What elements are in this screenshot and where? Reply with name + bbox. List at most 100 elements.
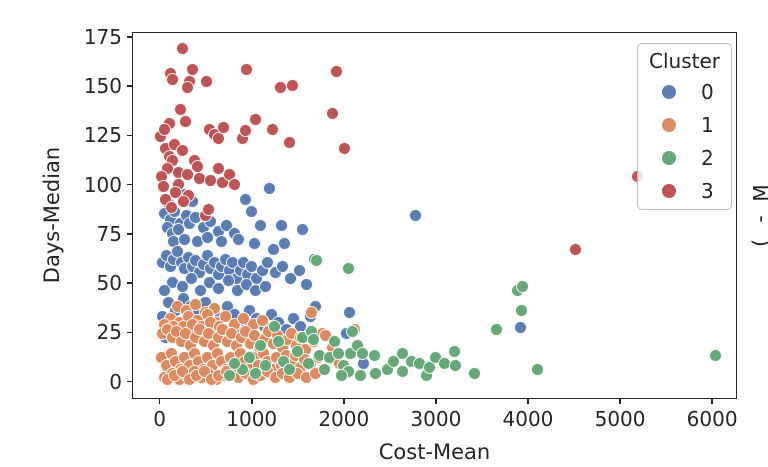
y-tick-label: 175	[83, 24, 122, 49]
legend-label-cluster-3: 3	[701, 178, 714, 203]
scatter-point-cluster-2	[242, 351, 256, 365]
scatter-point-cluster-3	[179, 114, 193, 128]
scatter-point-cluster-3	[265, 122, 279, 136]
scatter-point-cluster-2	[222, 368, 236, 382]
scatter-point-cluster-0	[284, 272, 298, 286]
y-tick-label: 75	[96, 221, 122, 246]
scatter-point-cluster-2	[307, 333, 321, 347]
y-tick	[127, 85, 132, 87]
legend-row-cluster-2: 2	[638, 141, 731, 174]
x-tick-label: 2000	[318, 407, 370, 431]
x-tick	[158, 399, 161, 404]
scatter-point-cluster-3	[157, 179, 171, 193]
legend-row-cluster-1: 1	[638, 108, 731, 141]
y-tick	[127, 380, 132, 383]
scatter-point-cluster-0	[277, 236, 291, 250]
y-tick-label: 100	[83, 172, 122, 197]
scatter-point-cluster-3	[173, 102, 187, 116]
scatter-point-cluster-3	[238, 124, 252, 138]
legend-label-cluster-2: 2	[701, 145, 714, 170]
scatter-point-cluster-2	[318, 362, 332, 376]
scatter-point-cluster-3	[191, 159, 205, 173]
legend: Cluster 0 1 2 3	[637, 43, 732, 210]
scatter-point-cluster-0	[184, 272, 198, 286]
x-tick	[527, 399, 529, 404]
scatter-point-cluster-2	[272, 335, 286, 349]
scatter-point-cluster-3	[175, 144, 189, 158]
x-tick	[711, 399, 713, 404]
scatter-point-cluster-3	[181, 81, 195, 95]
x-tick-label: 1000	[226, 407, 278, 431]
adjacent-plot-label-fragment: M	[749, 184, 768, 201]
scatter-point-cluster-3	[329, 65, 343, 79]
scatter-point-cluster-2	[253, 339, 267, 353]
scatter-point-cluster-0	[263, 181, 277, 195]
scatter-point-cluster-3	[325, 106, 339, 120]
scatter-point-cluster-0	[292, 264, 306, 278]
y-tick-label: 50	[96, 271, 122, 296]
y-axis-label: Days-Median	[40, 146, 64, 284]
scatter-point-cluster-1	[189, 297, 203, 311]
scatter-point-cluster-2	[346, 325, 360, 339]
x-tick	[250, 399, 253, 404]
scatter-point-cluster-0	[215, 234, 229, 248]
scatter-point-cluster-3	[211, 161, 225, 175]
scatter-point-cluster-3	[337, 142, 351, 156]
x-tick-label: 0	[153, 407, 166, 431]
scatter-point-cluster-0	[253, 219, 267, 233]
scatter-point-cluster-2	[516, 280, 530, 294]
y-tick	[127, 331, 132, 334]
scatter-point-cluster-2	[467, 366, 481, 380]
scatter-point-cluster-0	[266, 242, 280, 256]
x-axis-label: Cost-Mean	[378, 440, 491, 464]
scatter-point-cluster-2	[354, 368, 368, 382]
scatter-point-cluster-2	[367, 349, 381, 363]
scatter-point-cluster-2	[258, 358, 272, 372]
scatter-point-cluster-0	[248, 236, 262, 250]
scatter-point-cluster-2	[708, 349, 722, 363]
scatter-point-cluster-3	[211, 132, 225, 146]
x-tick	[619, 399, 621, 404]
scatter-point-cluster-3	[164, 201, 178, 215]
x-tick-label: 3000	[410, 407, 462, 431]
legend-label-cluster-1: 1	[701, 112, 714, 137]
scatter-point-cluster-3	[228, 177, 242, 191]
scatter-point-cluster-0	[239, 193, 253, 207]
scatter-point-cluster-2	[334, 368, 348, 382]
y-tick-label: 0	[109, 369, 122, 394]
legend-label-cluster-0: 0	[701, 79, 714, 104]
adjacent-plot-label-fragment: (	[748, 239, 768, 247]
y-tick	[127, 134, 132, 137]
legend-marker-cluster-0-icon	[662, 84, 676, 99]
scatter-point-cluster-3	[568, 242, 582, 256]
y-tick-label: 25	[96, 320, 122, 345]
y-tick	[127, 36, 132, 38]
scatter-point-cluster-3	[249, 112, 263, 126]
legend-marker-cluster-3-icon	[662, 183, 676, 198]
scatter-point-cluster-0	[299, 278, 313, 292]
y-tick	[127, 183, 132, 186]
scatter-point-cluster-2	[342, 262, 356, 276]
scatter-point-cluster-0	[261, 256, 275, 270]
legend-title: Cluster	[649, 49, 720, 73]
adjacent-plot-label-fragment: -	[748, 215, 768, 222]
y-tick	[127, 233, 132, 235]
legend-marker-cluster-1-icon	[662, 117, 676, 132]
scatter-point-cluster-0	[231, 232, 245, 246]
x-tick-label: 6000	[686, 407, 738, 431]
scatter-point-cluster-3	[169, 185, 183, 199]
scatter-point-cluster-2	[447, 345, 461, 359]
legend-row-cluster-3: 3	[638, 174, 731, 207]
scatter-point-cluster-2	[228, 356, 242, 370]
scatter-point-cluster-2	[395, 364, 409, 378]
x-tick-label: 4000	[502, 407, 554, 431]
scatter-point-cluster-1	[305, 305, 319, 319]
scatter-point-cluster-0	[274, 219, 288, 233]
scatter-point-cluster-0	[221, 274, 235, 288]
scatter-point-cluster-2	[301, 356, 315, 370]
x-tick	[435, 399, 437, 404]
scatter-point-cluster-0	[276, 260, 290, 274]
scatter-point-cluster-3	[217, 120, 231, 134]
scatter-point-cluster-2	[267, 319, 281, 333]
